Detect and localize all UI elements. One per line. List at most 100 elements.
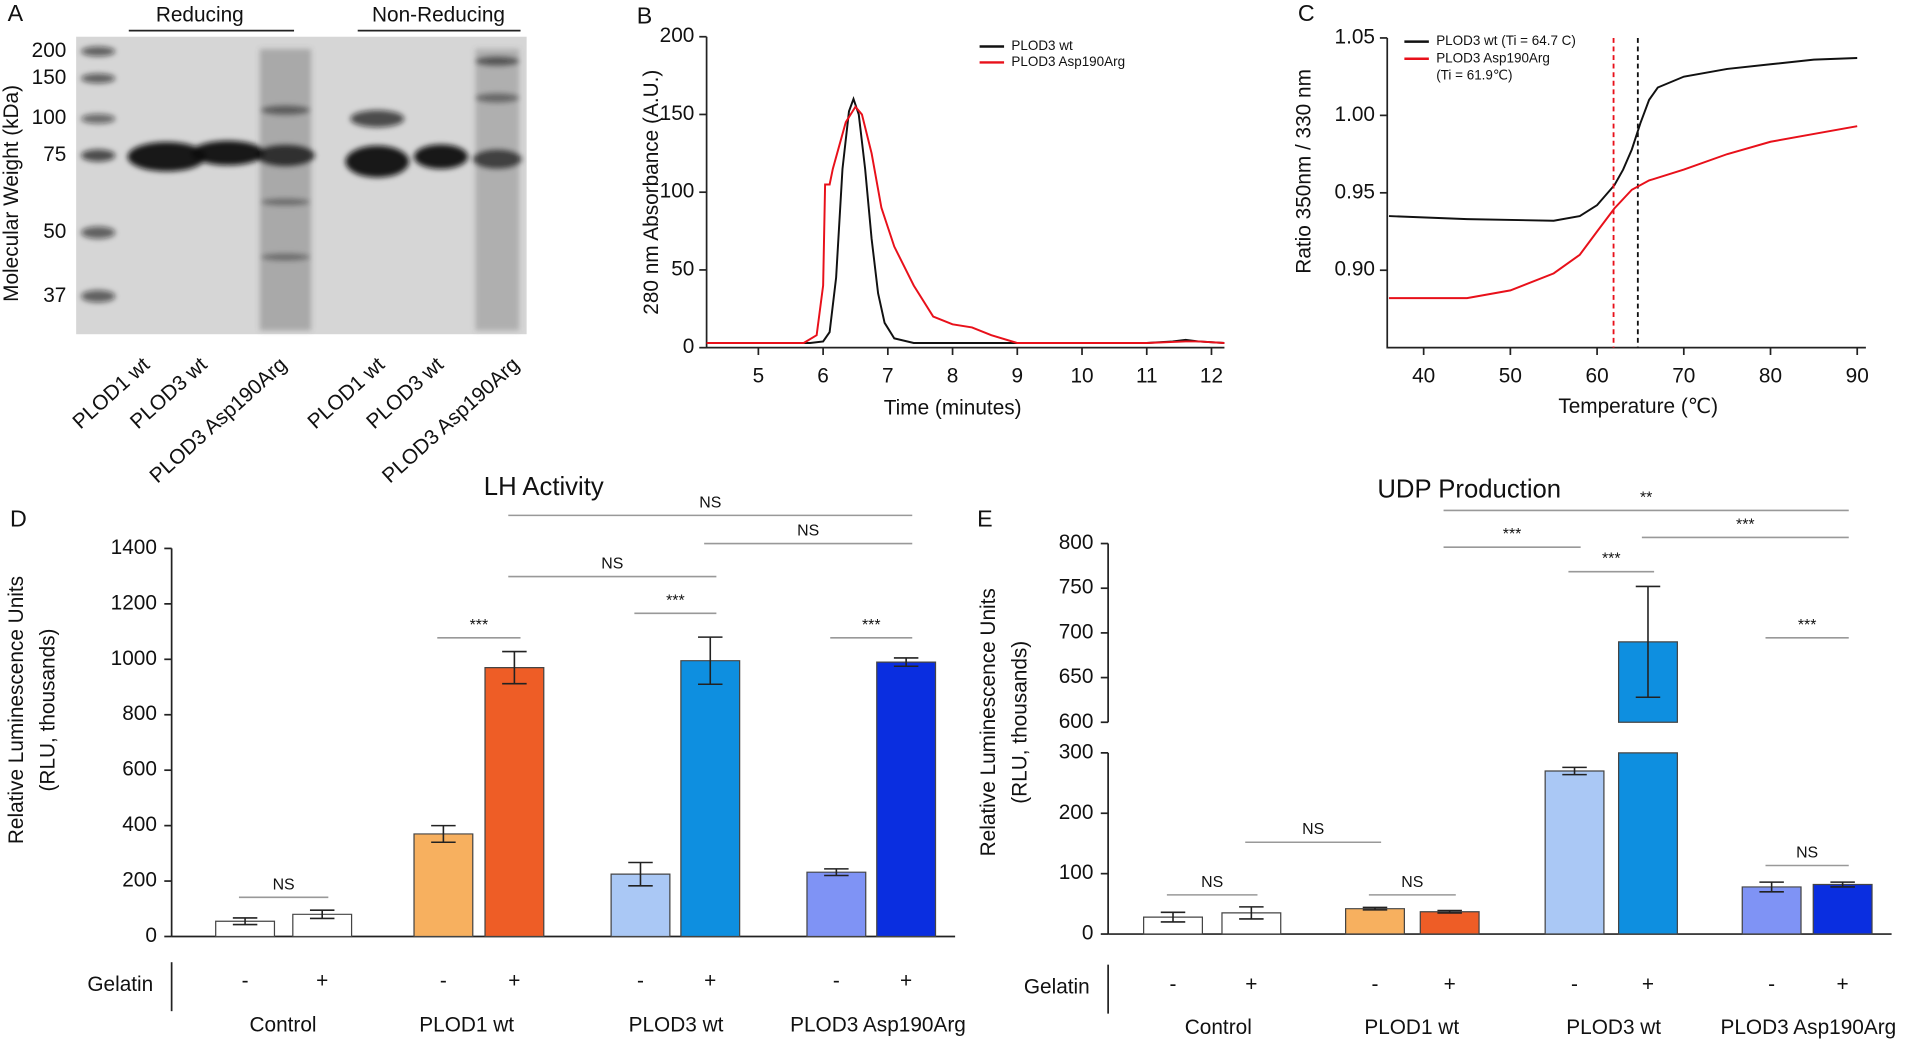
significance-label: ** <box>1640 489 1652 506</box>
x-tick-label: 5 <box>753 365 765 388</box>
gel-y-label: Molecular Weight (kDa) <box>0 85 23 302</box>
x-axis-label: Time (minutes) <box>884 396 1022 419</box>
condition-sign: + <box>316 969 328 992</box>
x-tick-label: 8 <box>947 365 959 388</box>
series-line <box>1388 57 1858 222</box>
significance-label: NS <box>797 522 819 539</box>
marker-label: 200 <box>32 39 67 62</box>
condition-sign: + <box>900 969 912 992</box>
significance-label: NS <box>699 494 721 511</box>
significance-label: NS <box>1796 844 1818 861</box>
y-tick-label: 0 <box>145 924 157 947</box>
chart-title: LH Activity <box>484 473 604 501</box>
y-axis-label: (RLU, thousands) <box>1009 641 1032 804</box>
bar <box>876 661 937 938</box>
y-tick-label: 150 <box>660 102 695 125</box>
condition-sign: + <box>1444 973 1456 996</box>
y-tick-label: 600 <box>122 758 157 781</box>
bar <box>680 660 741 938</box>
significance-label: NS <box>1401 874 1423 891</box>
y-tick-label: 600 <box>1059 710 1094 733</box>
error-bar <box>698 636 723 686</box>
panel-label: E <box>977 505 993 531</box>
group-label: Non-Reducing <box>372 3 505 26</box>
group-label: Reducing <box>156 3 244 26</box>
y-axis-label: Relative Luminescence Units <box>5 576 28 844</box>
significance-label: *** <box>666 592 685 609</box>
legend-label: PLOD3 Asp190Arg <box>1011 54 1125 69</box>
condition-label: Gelatin <box>1024 975 1090 998</box>
bar <box>806 871 867 938</box>
y-tick-label: 1.05 <box>1335 25 1375 48</box>
y-tick-label: 0 <box>683 335 695 358</box>
x-tick-label: 12 <box>1200 365 1223 388</box>
significance-label: *** <box>862 617 881 634</box>
x-tick-label: 9 <box>1012 365 1024 388</box>
legend-note: (Ti = 61.9℃) <box>1436 67 1512 82</box>
series-line <box>706 95 1225 344</box>
condition-sign: - <box>1372 973 1379 996</box>
bar <box>1617 641 1678 935</box>
panel-label: B <box>637 2 653 28</box>
panel-label: C <box>1298 0 1315 26</box>
error-bar <box>1160 911 1186 923</box>
bar <box>413 833 474 938</box>
significance-label: *** <box>1602 551 1621 568</box>
y-axis-label: (RLU, thousands) <box>37 629 60 792</box>
group-label: PLOD1 wt <box>419 1013 514 1036</box>
bar <box>1812 883 1873 935</box>
y-tick-label: 0 <box>1082 922 1094 945</box>
x-tick-label: 70 <box>1672 365 1695 388</box>
condition-sign: - <box>1571 973 1578 996</box>
condition-sign: - <box>637 969 644 992</box>
y-tick-label: 50 <box>671 257 694 280</box>
y-tick-label: 650 <box>1059 665 1094 688</box>
bar <box>1544 770 1605 935</box>
group-label: PLOD3 Asp190Arg <box>790 1013 966 1036</box>
group-label: Control <box>250 1013 317 1036</box>
x-tick-label: 40 <box>1412 365 1435 388</box>
bar <box>1419 911 1480 935</box>
gel-bands <box>81 46 522 331</box>
legend-label: PLOD3 wt (Ti = 64.7 C) <box>1436 33 1576 48</box>
x-tick-label: 50 <box>1499 365 1522 388</box>
legend-label: PLOD3 wt <box>1011 38 1073 53</box>
bar <box>484 667 545 938</box>
y-tick-label: 100 <box>660 180 695 203</box>
significance-label: NS <box>1302 821 1324 838</box>
x-tick-label: 90 <box>1846 365 1869 388</box>
y-tick-label: 800 <box>122 702 157 725</box>
marker-label: 37 <box>43 284 66 307</box>
y-tick-label: 200 <box>122 869 157 892</box>
y-tick-label: 800 <box>1059 531 1094 554</box>
gel-image <box>76 29 527 335</box>
condition-sign: + <box>1837 973 1849 996</box>
y-tick-label: 300 <box>1059 740 1094 763</box>
marker-label: 100 <box>32 106 67 129</box>
error-bar <box>893 657 919 668</box>
error-bar <box>1759 881 1784 893</box>
y-tick-label: 1200 <box>111 591 157 614</box>
axis-line <box>1386 37 1866 349</box>
bar <box>610 873 671 938</box>
y-tick-label: 100 <box>1059 861 1094 884</box>
condition-sign: + <box>1642 973 1654 996</box>
error-bar <box>1437 909 1462 914</box>
error-bar <box>309 909 335 920</box>
error-bar <box>824 868 849 877</box>
group-label: Control <box>1185 1016 1252 1039</box>
significance-label: NS <box>601 556 623 573</box>
error-bar <box>1635 585 1661 699</box>
error-bar <box>628 861 653 887</box>
group-label: PLOD1 wt <box>1364 1016 1459 1039</box>
error-bar <box>1830 881 1855 888</box>
bar <box>1221 912 1282 935</box>
significance-label: NS <box>273 876 295 893</box>
group-label: PLOD3 wt <box>629 1013 724 1036</box>
axis-line <box>705 36 1225 349</box>
significance-label: *** <box>1736 516 1755 533</box>
condition-sign: - <box>833 969 840 992</box>
x-tick-label: 6 <box>817 365 829 388</box>
x-tick-label: 80 <box>1759 365 1782 388</box>
